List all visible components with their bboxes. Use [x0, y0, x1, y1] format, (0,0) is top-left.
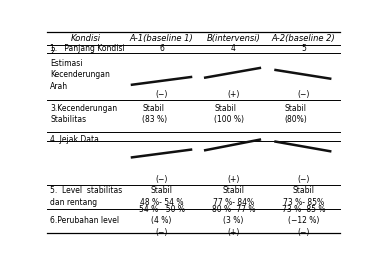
Text: 5: 5: [301, 44, 306, 53]
Text: (+): (+): [227, 174, 239, 184]
Text: 1.   Panjang Kondisi: 1. Panjang Kondisi: [50, 44, 125, 53]
Text: A-1(baseline 1): A-1(baseline 1): [130, 34, 194, 43]
Text: Stabil
73 %- 85%: Stabil 73 %- 85%: [283, 187, 324, 207]
Text: 3.Kecenderungan
Stabilitas: 3.Kecenderungan Stabilitas: [50, 104, 117, 124]
Text: 5.  Level  stabilitas
dan rentang: 5. Level stabilitas dan rentang: [50, 187, 122, 207]
Text: 2.: 2.: [50, 47, 57, 56]
Text: Kondisi: Kondisi: [71, 34, 101, 43]
Text: 54 % - 50 %
(4 %)
(−): 54 % - 50 % (4 %) (−): [138, 205, 184, 237]
Text: (−): (−): [155, 174, 168, 184]
Text: Stabil
(100 %): Stabil (100 %): [214, 104, 244, 124]
Text: Stabil
48 %- 54 %: Stabil 48 %- 54 %: [140, 187, 183, 207]
Text: (+): (+): [227, 90, 239, 99]
Text: (−): (−): [297, 90, 310, 99]
Text: B(intervensi): B(intervensi): [206, 34, 260, 43]
Text: (−): (−): [155, 90, 168, 99]
Text: 6.Perubahan level: 6.Perubahan level: [50, 216, 119, 225]
Text: 73 %- 85 %
(−12 %)
(−): 73 %- 85 % (−12 %) (−): [282, 205, 325, 237]
Text: Stabil
77 %- 84%: Stabil 77 %- 84%: [213, 187, 254, 207]
Text: Stabil
(80%): Stabil (80%): [285, 104, 307, 124]
Text: 4: 4: [231, 44, 236, 53]
Text: 6: 6: [159, 44, 164, 53]
Text: A-2(baseline 2): A-2(baseline 2): [272, 34, 335, 43]
Text: 4. Jejak Data: 4. Jejak Data: [50, 135, 99, 144]
Text: 80 %- 77 %
(3 %)
(+): 80 %- 77 % (3 %) (+): [212, 205, 255, 237]
Text: Stabil
(83 %): Stabil (83 %): [143, 104, 167, 124]
Text: (−): (−): [297, 174, 310, 184]
Text: Estimasi
Kecenderungan
Arah: Estimasi Kecenderungan Arah: [50, 59, 110, 91]
